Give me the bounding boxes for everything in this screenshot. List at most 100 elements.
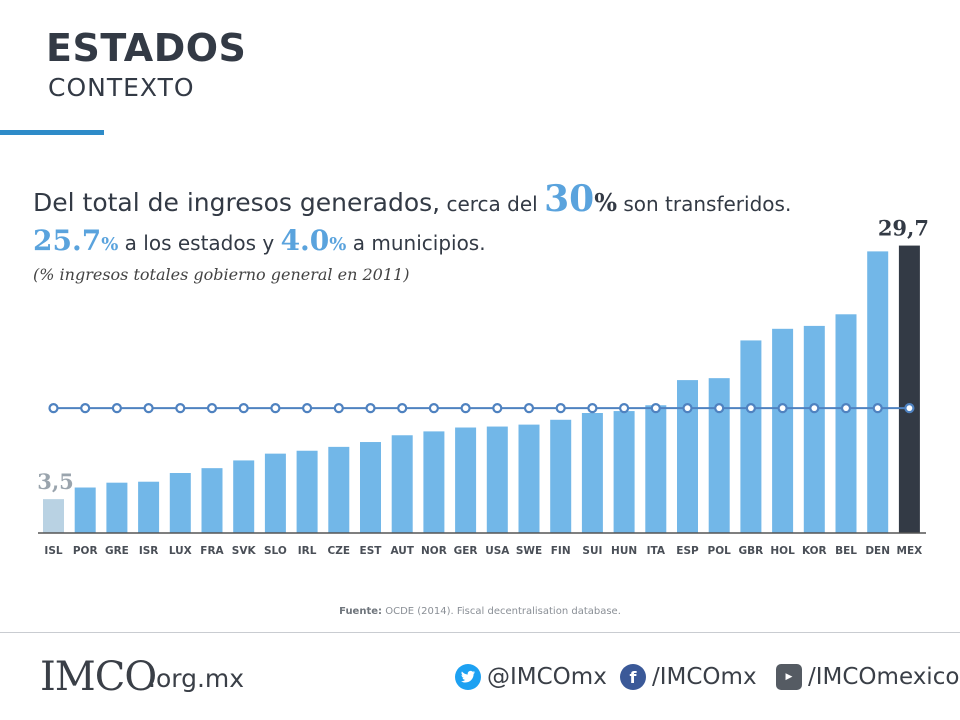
logo-domain: .org.mx [148,664,245,693]
page-title: ESTADOS [46,26,247,70]
facebook-handle: /IMCOmx [652,664,757,690]
x-tick-label: GBR [739,545,764,557]
source-note: Fuente: OCDE (2014). Fiscal decentralisa… [0,606,960,617]
municipal-number: 4.0 [280,224,330,257]
states-text: a los estados y [118,231,281,255]
x-tick-label: HUN [611,545,637,557]
bar-cze [328,446,350,533]
twitter-link[interactable]: @IMCOmx [455,664,607,690]
youtube-icon: ▶ [776,664,802,690]
source-label: Fuente: [339,606,383,617]
x-tick-label: IRL [298,545,317,557]
reference-marker [777,403,788,414]
x-tick-label: DEN [865,545,890,557]
bar-slo [264,453,286,533]
x-tick-label: NOR [421,545,447,557]
x-tick-label: ISR [139,545,159,557]
x-tick-label: SWE [516,545,542,557]
x-tick-label: CZE [328,545,351,557]
page-subtitle: CONTEXTO [48,73,195,102]
x-tick-label: POR [73,545,98,557]
bar-bel [835,314,857,533]
footer-divider [0,632,960,633]
headline-connector: cerca del [440,192,545,216]
reference-marker [714,403,725,414]
bar-den [867,251,889,534]
x-tick-label: LUX [169,545,192,557]
reference-marker [840,403,852,414]
bar-esp [677,380,698,533]
reference-marker [143,403,154,414]
x-tick-label: GER [454,545,478,557]
reference-marker [206,403,218,414]
bar-hol [772,328,794,533]
reference-marker [270,403,281,414]
accent-divider [0,130,104,135]
data-label-last: 29,7 [878,216,929,241]
reference-marker [523,403,535,414]
reference-marker [492,403,503,414]
x-tick-label: ESP [676,545,699,557]
bar-isl [43,499,64,533]
reference-marker [80,403,91,414]
bar-fra [201,468,223,533]
reference-marker [809,403,820,414]
states-number: 25.7 [33,224,102,257]
x-tick-label: GRE [105,545,129,557]
reference-marker [872,403,883,414]
headline-big-number: 30 [544,178,595,220]
x-tick-label: BEL [835,545,857,557]
headline-line-2: 25.7% a los estados y 4.0% a municipios. [33,224,486,257]
bar-sui [581,413,603,533]
headline-transfer-text: son transferidos. [617,192,792,216]
source-text: OCDE (2014). Fiscal decentralisation dat… [382,606,621,617]
reference-marker [682,403,693,414]
municipal-text: a municipios. [346,231,486,255]
reference-marker [175,403,186,414]
reference-marker [904,403,915,414]
x-tick-label: MEX [897,545,923,557]
bar-pol [708,378,730,533]
x-tick-label: FRA [200,545,224,557]
municipal-pct: % [329,234,347,255]
bar-irl [296,450,318,533]
bar-mex [898,245,920,534]
bar-gre [106,482,128,533]
bar-fin [550,419,572,533]
bar-ger [455,427,477,533]
x-tick-label: POL [708,545,732,557]
youtube-link[interactable]: ▶ /IMCOmexico [776,664,959,690]
twitter-bird-icon [455,664,481,690]
states-pct: % [101,234,119,255]
bar-swe [518,424,540,533]
reference-marker [333,403,344,414]
headline-big-pct: % [594,188,617,217]
reference-marker [650,403,661,414]
reference-marker [48,403,59,414]
chart-note: (% ingresos totales gobierno general en … [33,265,410,284]
bar-svk [233,460,255,533]
reference-marker [428,403,439,414]
reference-marker [618,403,630,414]
x-tick-label: SUI [582,545,602,557]
x-tick-label: USA [485,545,510,557]
x-tick-label: KOR [802,545,827,557]
twitter-handle: @IMCOmx [487,664,607,690]
facebook-f-icon: f [620,664,646,690]
reference-marker [238,403,249,414]
bar-lux [169,473,191,533]
reference-marker [365,403,376,414]
headline-line-1: Del total de ingresos generados, cerca d… [33,178,791,220]
reference-marker [745,403,757,414]
facebook-link[interactable]: f /IMCOmx [620,664,757,690]
youtube-handle: /IMCOmexico [808,664,960,690]
bar-hun [613,411,635,533]
bar-ita [645,405,667,533]
headline-lead: Del total de ingresos generados, [33,188,441,217]
imco-logo: IMCO [40,654,157,700]
bar-kor [803,325,825,533]
reference-marker [111,403,123,414]
bar-por [74,487,96,533]
bar-chart: ISL POR GRE ISR LUX FRA SVK SLO IRL CZE EST AUT NOR G… [37,216,929,557]
bar-est [360,442,381,533]
